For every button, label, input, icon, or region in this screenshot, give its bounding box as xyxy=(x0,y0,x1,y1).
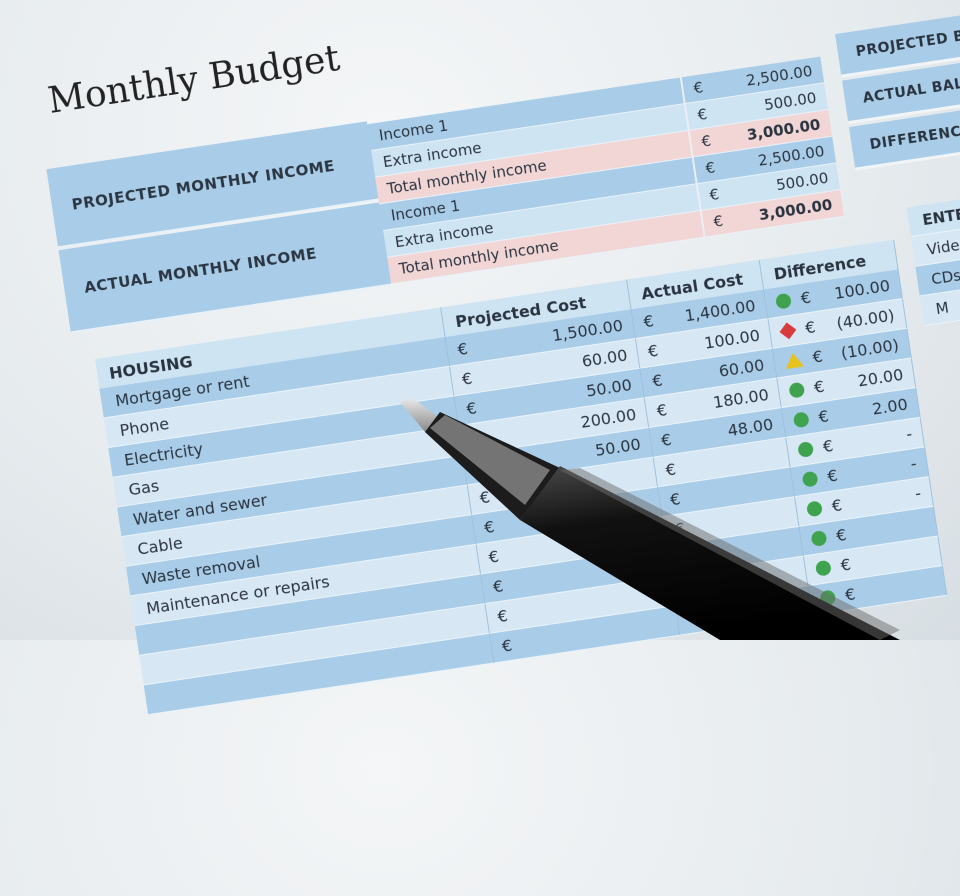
pen-tip xyxy=(400,398,440,432)
pen-clip-ring xyxy=(430,415,550,505)
pen-highlight xyxy=(560,468,900,640)
pen xyxy=(400,398,900,640)
